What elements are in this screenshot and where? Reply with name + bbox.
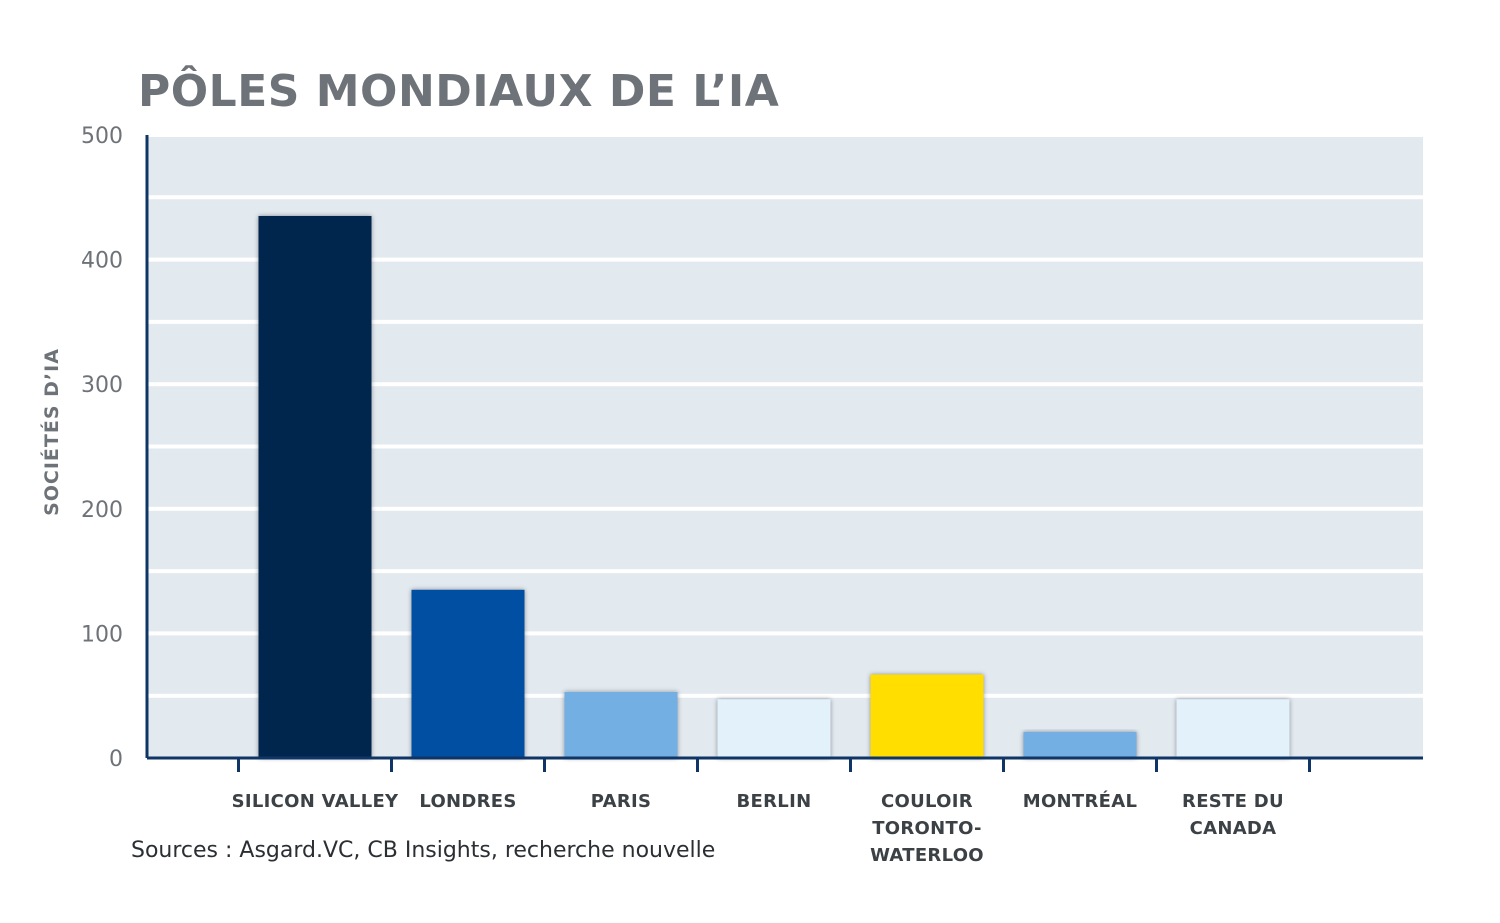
y-tick-label: 200 <box>81 498 123 523</box>
y-tick-label: 100 <box>81 622 123 647</box>
bar <box>870 674 984 758</box>
y-tick-label: 0 <box>109 747 123 772</box>
axes <box>145 135 1423 772</box>
bar <box>258 215 372 759</box>
bar <box>1023 731 1137 758</box>
y-tick-labels: 0 100 200 300 400 500 <box>81 124 123 772</box>
y-axis-label: SOCIÉTÉS D’IA <box>40 348 63 516</box>
chart-title: PÔLES MONDIAUX DE L’IA <box>138 66 780 117</box>
x-tick-label: SILICON VALLEY <box>232 791 399 812</box>
bar <box>411 589 525 758</box>
bar <box>717 699 831 758</box>
x-tick-label: PARIS <box>591 791 652 812</box>
x-tick-label: MONTRÉAL <box>1023 790 1138 812</box>
source-note: Sources : Asgard.VC, CB Insights, recher… <box>131 838 716 863</box>
y-tick-label: 500 <box>81 124 123 149</box>
x-tick-label: RESTE DU CANADA <box>1182 791 1284 839</box>
bar <box>1176 699 1290 758</box>
y-tick-label: 300 <box>81 373 123 398</box>
x-tick-labels: SILICON VALLEY LONDRES PARIS BERLIN COULOIR T… <box>232 790 1284 866</box>
x-tick-label: COULOIR TORONTO-WATERLOO <box>870 791 984 866</box>
x-tick-label: LONDRES <box>419 791 516 812</box>
y-tick-label: 400 <box>81 249 123 274</box>
bar <box>564 691 678 758</box>
x-tick-label: BERLIN <box>737 791 812 812</box>
bars <box>258 215 1290 759</box>
